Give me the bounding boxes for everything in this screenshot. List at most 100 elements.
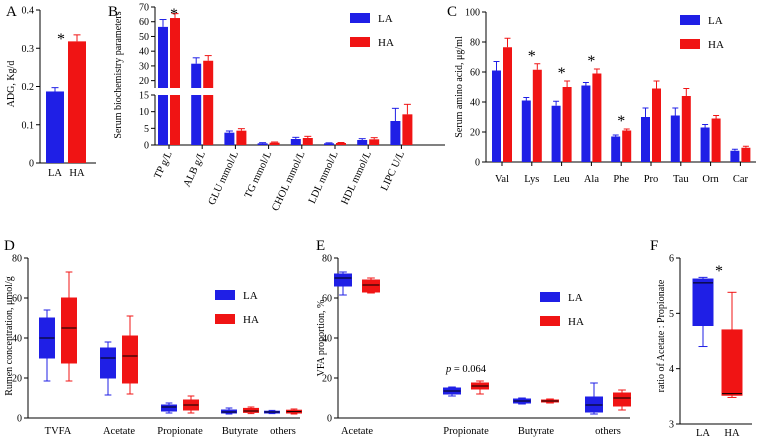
panel-c-x-label: Leu	[553, 174, 570, 185]
panel-a-y-tick-label: 0.4	[22, 6, 35, 17]
panel-c-x-label: Pro	[644, 174, 659, 185]
panel-b-bar-ha	[269, 142, 280, 145]
panel-c-bar-ha	[652, 88, 661, 162]
panel-d-x-label: Butyrate	[222, 426, 258, 437]
panel-b-upper-y-tick-label: 40	[139, 47, 149, 58]
panel-d-box-la-box	[100, 347, 116, 379]
panel-letter-b: B	[108, 4, 118, 20]
panel-b-lower-y-tick-label: 0	[144, 141, 149, 152]
panel-b-y-label: Serum biochemistry parameters	[113, 11, 124, 138]
panel-c-bar-la	[581, 85, 591, 162]
panel-d-x-label: TVFA	[45, 426, 72, 437]
panel-c-x-label: Tau	[673, 174, 689, 185]
panel-e-x-label: Acetate	[341, 426, 373, 437]
panel-a-y-label: ADG, Kg/d	[6, 61, 17, 108]
panel-c-y-tick-label: 80	[470, 38, 480, 49]
panel-e-y-tick-label: 80	[322, 254, 332, 265]
panel-a-x-label-la: LA	[48, 168, 62, 179]
panel-c-bar-ha	[503, 47, 512, 162]
panel-e-y-tick-label: 20	[322, 374, 332, 385]
panel-c-bar-la	[611, 136, 621, 162]
panel-b-upper-y-tick-label: 50	[139, 32, 149, 43]
panel-b-bar-ha	[170, 18, 180, 88]
panel-c-bar-ha	[622, 130, 632, 162]
panel-a-bar-la	[46, 91, 64, 163]
panel-b-bar-la	[158, 26, 168, 88]
panel-b-bar-la	[324, 143, 334, 145]
panel-f-box-la-box	[692, 278, 714, 327]
panel-f-y-tick-label: 4	[669, 364, 674, 375]
panel-e-x-label: Butyrate	[518, 426, 554, 437]
panel-letter-c: C	[447, 4, 457, 20]
panel-b-bar-ha-lower	[170, 95, 180, 145]
panel-b-upper-y-tick-label: 70	[139, 3, 149, 14]
panel-a-x-label-ha: HA	[69, 168, 85, 179]
panel-a-y-tick-label: 0	[29, 159, 34, 170]
panel-c-x-label: Ala	[584, 174, 600, 185]
panel-b-bar-ha	[336, 143, 346, 145]
panel-e-legend-label-ha: HA	[568, 316, 584, 328]
panel-a-y-tick-label: 0.3	[22, 44, 35, 55]
panel-c-bar-ha	[592, 73, 602, 162]
panel-c-x-label: Val	[495, 174, 509, 185]
panel-c-y-tick-label: 40	[470, 98, 480, 109]
panel-a-y-tick-label: 0.1	[22, 120, 35, 131]
panel-e-x-label: others	[595, 426, 621, 437]
panel-e-y-tick-label: 0	[327, 414, 332, 425]
panel-c-y-tick-label: 100	[465, 8, 480, 19]
panel-e-x-label: Propionate	[443, 426, 489, 437]
panel-a-y-tick-label: 0.2	[22, 82, 35, 93]
panel-d-legend-swatch-la	[215, 290, 235, 300]
panel-e-y-tick-label: 60	[322, 294, 332, 305]
panel-c-bar-ha	[532, 69, 542, 162]
panel-b-legend-swatch-la	[350, 13, 370, 23]
panel-f-y-tick-label: 5	[669, 309, 674, 320]
panel-b-legend-label-ha: HA	[378, 37, 394, 49]
panel-c-significance-star: *	[587, 53, 595, 70]
panel-b-bar-la-lower	[158, 95, 168, 145]
panel-b-bar-ha	[203, 60, 214, 88]
panel-c-significance-star: *	[528, 48, 536, 65]
panel-c-significance-star: *	[617, 113, 625, 130]
panel-c-x-label: Orn	[702, 174, 719, 185]
panel-b-x-label: TG mmol/L	[243, 150, 274, 200]
panel-a-bar-ha	[68, 41, 86, 163]
panel-d-x-label: Propionate	[157, 426, 203, 437]
panel-c-bar-ha	[681, 96, 691, 162]
panel-c-y-tick-label: 0	[475, 158, 480, 169]
panel-c-y-tick-label: 60	[470, 68, 480, 79]
panel-b-bar-la	[357, 140, 368, 145]
panel-d-y-tick-label: 60	[12, 294, 22, 305]
panel-b-legend-swatch-ha	[350, 37, 370, 47]
panel-b-bar-ha-lower	[203, 95, 214, 145]
panel-f-y-tick-label: 6	[669, 254, 674, 265]
panel-b-bar-la	[224, 132, 235, 145]
panel-c-legend-label-la: LA	[708, 15, 723, 27]
panel-f-x-label-la: LA	[696, 428, 710, 438]
panel-d-legend-label-ha: HA	[243, 314, 259, 326]
panel-b-bar-la-lower	[191, 95, 202, 145]
panel-b-upper-y-tick-label: 60	[139, 17, 149, 28]
panel-f-x-label-ha: HA	[724, 428, 740, 438]
panel-c-bar-la	[492, 70, 501, 162]
panel-d-y-tick-label: 0	[17, 414, 22, 425]
panel-b-x-label: ALB g/L	[182, 150, 208, 189]
panel-b-bar-la	[191, 63, 202, 88]
panel-e-box-ha-box	[362, 279, 380, 293]
panel-d-box-la-box	[161, 404, 177, 412]
panel-c-legend-swatch-la	[680, 15, 700, 25]
panel-b-x-label: LDL mmol/L	[307, 150, 341, 206]
panel-d-y-label: Rumen concentration, μmol/g	[4, 276, 15, 396]
panel-c-y-label: Serum amino acid, μg/ml	[454, 36, 465, 138]
panel-c-legend-swatch-ha	[680, 39, 700, 49]
panel-d-box-ha-box	[61, 297, 77, 364]
panel-b-bar-la	[390, 121, 401, 145]
panel-e-box-ha-box	[613, 392, 631, 407]
panel-c-x-label: Lys	[524, 174, 539, 185]
panel-b-x-label: CHOL mmol/L	[270, 150, 307, 213]
panel-b-x-label: TP g/L	[152, 150, 174, 181]
panel-e-annotation-value: = 0.064	[451, 364, 487, 375]
panel-d-x-label: others	[270, 426, 296, 437]
panel-b-bar-ha	[369, 139, 380, 145]
panel-d-legend-label-la: LA	[243, 290, 258, 302]
